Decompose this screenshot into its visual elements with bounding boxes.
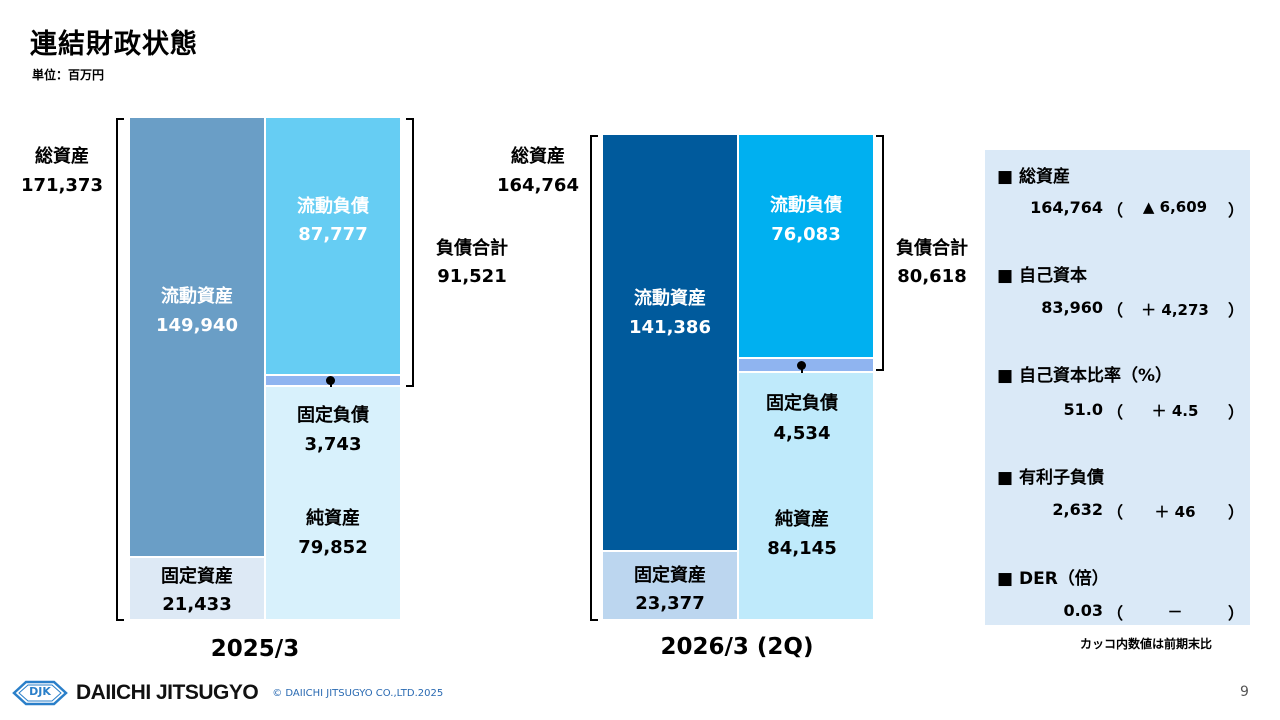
fixed-assets-block bbox=[603, 552, 737, 619]
current-liabilities-block bbox=[266, 118, 400, 374]
period-label: 2025/3 bbox=[210, 636, 300, 662]
net-assets-block bbox=[266, 387, 400, 619]
summary-value: 51.0 bbox=[1063, 400, 1103, 419]
fixed-liabilities-value: 4,534 bbox=[773, 423, 831, 444]
summary-panel: ■ 総資産 164,764 （ ▲ 6,609 ） ■ 自己資本 83,960 … bbox=[985, 150, 1250, 625]
total-assets-bracket bbox=[116, 118, 124, 621]
comparison-note: カッコ内数値は前期末比 bbox=[1080, 637, 1213, 651]
fixed-liabilities-value: 3,743 bbox=[304, 434, 362, 455]
current-liabilities-block bbox=[739, 135, 873, 357]
current-assets-block bbox=[603, 135, 737, 550]
summary-value: 83,960 bbox=[1041, 298, 1103, 317]
period-label: 2026/3 (2Q) bbox=[660, 634, 814, 660]
fixed-liabilities-label: 固定負債 bbox=[766, 393, 838, 414]
summary-label: ■ 総資産 bbox=[997, 167, 1070, 187]
total-liabilities-bracket bbox=[406, 118, 414, 387]
net-assets-label: 純資産 bbox=[775, 509, 829, 530]
fixed-assets-value: 23,377 bbox=[635, 593, 705, 614]
total-liabilities-label: 負債合計 bbox=[896, 238, 968, 259]
current-liabilities-value: 87,777 bbox=[298, 224, 368, 245]
net-assets-label: 純資産 bbox=[306, 508, 360, 529]
total-assets-value: 171,373 bbox=[21, 175, 103, 196]
current-assets-label: 流動資産 bbox=[161, 286, 233, 307]
summary-label: ■ 自己資本比率（%） bbox=[997, 366, 1173, 386]
fixed-assets-block bbox=[130, 558, 264, 619]
paren-close: ） bbox=[1228, 301, 1245, 320]
fixed-liabilities-pointer-dot bbox=[797, 361, 806, 370]
copyright: © DAIICHI JITSUGYO CO.,LTD.2025 bbox=[272, 687, 444, 699]
total-liabilities-label: 負債合計 bbox=[436, 238, 508, 259]
fixed-liabilities-strip bbox=[739, 359, 873, 371]
page-title: 連結財政状態 bbox=[30, 29, 198, 60]
summary-change: ＋ 46 bbox=[1154, 503, 1196, 521]
total-liabilities-value: 80,618 bbox=[897, 266, 967, 287]
total-assets-bracket bbox=[590, 135, 598, 621]
summary-label: ■ DER（倍） bbox=[997, 569, 1109, 589]
company-logo-icon bbox=[12, 680, 68, 706]
total-assets-value: 164,764 bbox=[497, 175, 579, 196]
page-number: 9 bbox=[1240, 684, 1249, 700]
paren-open: （ bbox=[1107, 604, 1124, 623]
net-assets-block bbox=[739, 373, 873, 619]
fixed-assets-value: 21,433 bbox=[162, 594, 232, 615]
paren-close: ） bbox=[1228, 604, 1245, 623]
net-assets-value: 79,852 bbox=[298, 537, 368, 558]
logo-mark-text: DJK bbox=[29, 685, 51, 698]
paren-open: （ bbox=[1107, 403, 1124, 422]
current-assets-value: 149,940 bbox=[156, 315, 238, 336]
net-assets-value: 84,145 bbox=[767, 538, 837, 559]
current-liabilities-value: 76,083 bbox=[771, 224, 841, 245]
current-assets-block bbox=[130, 118, 264, 556]
paren-open: （ bbox=[1107, 301, 1124, 320]
summary-change: － bbox=[1167, 603, 1183, 621]
total-assets-label: 総資産 bbox=[35, 146, 89, 167]
summary-change: ＋ 4.5 bbox=[1151, 402, 1199, 420]
current-assets-value: 141,386 bbox=[629, 317, 711, 338]
summary-change: ▲ 6,609 bbox=[1142, 198, 1208, 216]
total-liabilities-value: 91,521 bbox=[437, 266, 507, 287]
total-assets-label: 総資産 bbox=[511, 146, 565, 167]
summary-label: ■ 有利子負債 bbox=[997, 468, 1104, 488]
summary-change: ＋ 4,273 bbox=[1141, 301, 1209, 319]
paren-close: ） bbox=[1228, 403, 1245, 422]
current-assets-label: 流動資産 bbox=[634, 288, 706, 309]
summary-value: 164,764 bbox=[1030, 198, 1103, 217]
fixed-liabilities-label: 固定負債 bbox=[297, 405, 369, 426]
fixed-assets-label: 固定資産 bbox=[634, 565, 706, 586]
current-liabilities-label: 流動負債 bbox=[297, 196, 369, 217]
fixed-liabilities-pointer-dot bbox=[326, 376, 335, 385]
company-name: DAIICHI JITSUGYO bbox=[76, 681, 259, 704]
unit-label: 単位：百万円 bbox=[32, 68, 105, 82]
paren-open: （ bbox=[1107, 201, 1124, 220]
total-liabilities-bracket bbox=[876, 135, 884, 371]
fixed-assets-label: 固定資産 bbox=[161, 566, 233, 587]
paren-close: ） bbox=[1228, 503, 1245, 522]
summary-value: 2,632 bbox=[1052, 500, 1103, 519]
paren-open: （ bbox=[1107, 503, 1124, 522]
paren-close: ） bbox=[1228, 201, 1245, 220]
summary-label: ■ 自己資本 bbox=[997, 266, 1087, 286]
summary-value: 0.03 bbox=[1063, 601, 1103, 620]
current-liabilities-label: 流動負債 bbox=[770, 195, 842, 216]
footer: DJK DAIICHI JITSUGYO © DAIICHI JITSUGYO … bbox=[12, 680, 443, 706]
